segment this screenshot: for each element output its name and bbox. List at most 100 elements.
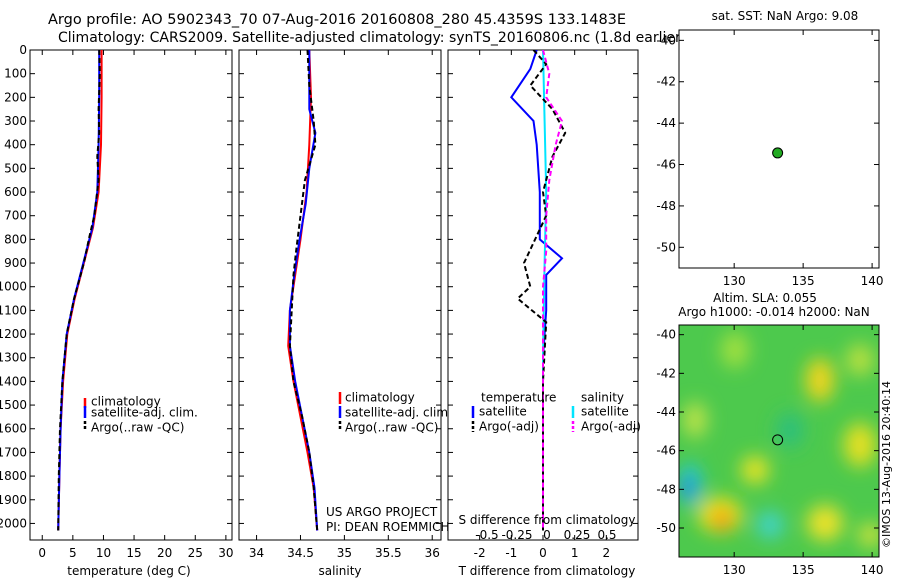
depth-tick-label: 800 — [4, 232, 27, 246]
map-ytick-label: -44 — [656, 116, 676, 130]
s-difference-tick-label: 0 — [543, 528, 551, 542]
sla-float-marker — [772, 434, 784, 446]
salinity-series-2 — [288, 50, 319, 531]
map-ytick-label: -42 — [656, 75, 676, 89]
s-difference-tick-label: 0.5 — [597, 528, 616, 542]
argo-float-marker — [772, 147, 784, 159]
map-xtick-label: 135 — [792, 274, 815, 288]
salinity-xtick-label: 36 — [425, 546, 440, 560]
map-ytick-label: -50 — [656, 240, 676, 254]
map-xtick-label: 140 — [861, 274, 884, 288]
depth-tick-label: 1300 — [0, 351, 27, 365]
header-line1: Argo profile: AO 5902343_70 07-Aug-2016 … — [48, 12, 626, 28]
map-ytick-label: -48 — [656, 482, 676, 496]
map-ytick-label: -44 — [656, 405, 676, 419]
difference-legend-temp-argo: Argo(-adj) — [479, 420, 539, 434]
temperature-xtick-label: 5 — [69, 546, 77, 560]
temperature-series-2 — [57, 50, 101, 531]
difference-xtick-label: -1 — [505, 546, 517, 560]
difference-legend-temperature: temperature — [481, 391, 556, 405]
depth-tick-label: 700 — [4, 209, 27, 223]
temperature-legend: climatology satellite-adj. clim. Argo(..… — [83, 395, 198, 435]
map-ytick-label: -42 — [656, 366, 676, 380]
map-xtick-label: 135 — [792, 563, 815, 577]
project-annotation: US ARGO PROJECT — [326, 505, 438, 519]
salinity-legend-argo: Argo(..raw -QC) — [345, 421, 438, 435]
salinity-xlabel: salinity — [318, 564, 361, 578]
sla-map-title2: Argo h1000: -0.014 h2000: NaN — [678, 305, 870, 319]
salinity-xtick-label: 34 — [249, 546, 264, 560]
difference-series-3 — [542, 50, 564, 531]
s-difference-tick-label: -0.5 — [475, 528, 498, 542]
depth-tick-label: 600 — [4, 185, 27, 199]
salinity-panel: 34 34.5 35 35.5 36 climatology satellite-adj… — [238, 49, 452, 578]
s-difference-tick-label: 0.25 — [564, 528, 591, 542]
temperature-xtick-label: 30 — [218, 546, 233, 560]
sst-map: sat. SST: NaN Argo: 9.08 130 135 140 -40 -42… — [656, 9, 883, 288]
depth-tick-label: 0 — [19, 43, 27, 57]
map-xtick-label: 130 — [723, 274, 746, 288]
temperature-xtick-label: 10 — [96, 546, 111, 560]
depth-tick-label: 500 — [4, 161, 27, 175]
difference-legend-sal-argo: Argo(-adj) — [581, 420, 641, 434]
map-xtick-label: 140 — [861, 563, 884, 577]
difference-legend-temp-satellite: satellite — [479, 405, 527, 419]
depth-tick-label: 900 — [4, 256, 27, 270]
depth-tick-label: 1700 — [0, 445, 27, 459]
difference-xtick-label: 0 — [539, 546, 547, 560]
depth-tick-label: 200 — [4, 90, 27, 104]
temperature-xtick-label: 20 — [157, 546, 172, 560]
temperature-xtick-label: 15 — [126, 546, 141, 560]
difference-xtick-label: -2 — [474, 546, 486, 560]
temperature-xtick-label: 25 — [188, 546, 203, 560]
map-xtick-label: 130 — [723, 563, 746, 577]
salinity-legend-satellite: satellite-adj. clim. — [345, 406, 452, 420]
salinity-axes-box — [238, 49, 442, 541]
map-ytick-label: -46 — [656, 444, 676, 458]
s-difference-label: S difference from climatology — [459, 513, 636, 527]
depth-tick-label: 1100 — [0, 303, 27, 317]
t-difference-label: T difference from climatology — [458, 564, 636, 578]
depth-tick-label: 1800 — [0, 469, 27, 483]
depth-tick-label: 1200 — [0, 327, 27, 341]
map-ytick-label: -40 — [656, 328, 676, 342]
sla-map: Altim. SLA: 0.055 Argo h1000: -0.014 h20… — [656, 291, 893, 577]
sst-map-title: sat. SST: NaN Argo: 9.08 — [712, 9, 859, 23]
sla-map-title1: Altim. SLA: 0.055 — [713, 291, 817, 305]
temperature-panel: 0 5 10 15 20 25 300100200300400500600700800900… — [0, 43, 234, 578]
difference-panel: -2 -1 0 1 2 temperature satellite Argo(-adj)… — [447, 49, 641, 578]
depth-tick-label: 400 — [4, 138, 27, 152]
depth-tick-label: 1900 — [0, 493, 27, 507]
depth-tick-label: 100 — [4, 67, 27, 81]
salinity-xtick-label: 35.5 — [375, 546, 402, 560]
sla-map-axes-box — [678, 324, 880, 558]
depth-tick-label: 300 — [4, 114, 27, 128]
temperature-legend-climatology: climatology — [91, 395, 161, 409]
difference-xtick-label: 1 — [571, 546, 579, 560]
difference-legend-salinity: salinity — [581, 391, 624, 405]
depth-tick-label: 1500 — [0, 398, 27, 412]
difference-legend: temperature satellite Argo(-adj) salinit… — [471, 391, 641, 434]
difference-series-2 — [516, 50, 567, 531]
difference-legend-sal-satellite: satellite — [581, 405, 629, 419]
s-difference-tick-label: -0.25 — [501, 528, 532, 542]
imos-credit: ©IMOS 13-Aug-2016 20:40:14 — [880, 381, 893, 548]
depth-tick-label: 1600 — [0, 422, 27, 436]
depth-tick-label: 1000 — [0, 280, 27, 294]
pi-annotation: PI: DEAN ROEMMICH — [326, 520, 449, 534]
header-line2: Climatology: CARS2009. Satellite-adjuste… — [58, 30, 686, 46]
map-ytick-label: -48 — [656, 199, 676, 213]
salinity-legend: climatology satellite-adj. clim. Argo(..… — [338, 391, 452, 435]
map-ytick-label: -50 — [656, 521, 676, 535]
depth-tick-label: 2000 — [0, 516, 27, 530]
temperature-legend-satellite: satellite-adj. clim. — [91, 406, 198, 420]
map-ytick-label: -46 — [656, 158, 676, 172]
difference-xtick-label: 2 — [603, 546, 611, 560]
temperature-axes-box — [29, 49, 233, 541]
salinity-legend-climatology: climatology — [345, 391, 415, 405]
depth-tick-label: 1400 — [0, 374, 27, 388]
sla-map-field — [679, 325, 879, 557]
temperature-xlabel: temperature (deg C) — [67, 564, 190, 578]
map-ytick-label: -40 — [656, 33, 676, 47]
